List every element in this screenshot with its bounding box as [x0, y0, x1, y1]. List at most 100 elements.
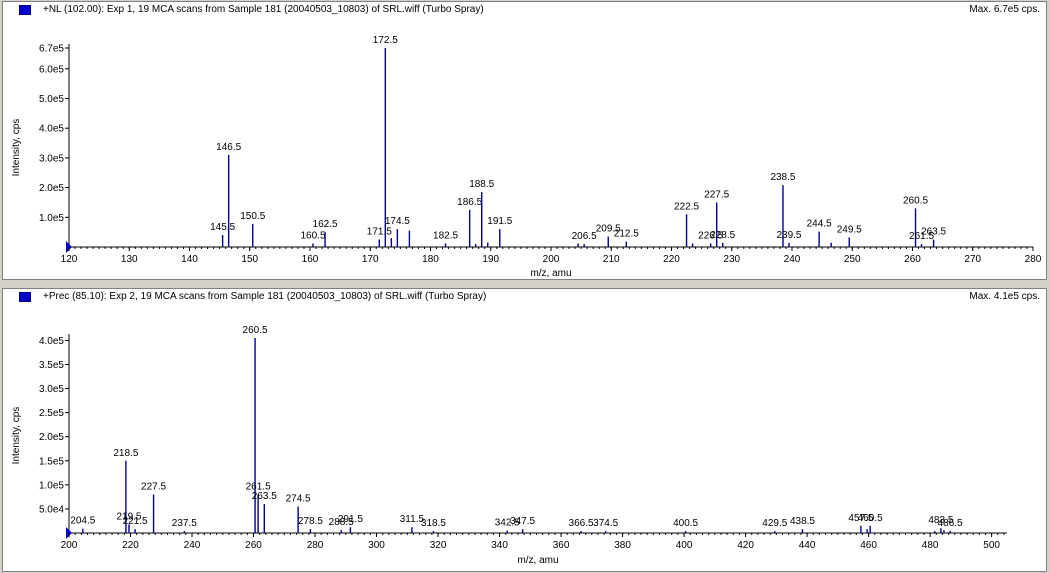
spectrum-chart-2[interactable]: 200 220 240 260 280 300 320 340 360 380 400 420 440 4… [3, 289, 1046, 571]
x-tick-label: 360 [553, 540, 570, 551]
x-tick-label: 140 [181, 254, 198, 265]
y-tick-label: 6.7e5 [39, 44, 64, 55]
peak-label: 227.5 [704, 189, 729, 200]
y-tick-label: 3.0e5 [39, 153, 64, 164]
peak-label: 162.5 [313, 219, 338, 230]
max-intensity-label: Max. 4.1e5 cps. [969, 291, 1040, 302]
spectrum-chart-1[interactable]: 120 130 140 150 160 170 180 190 200 210 220 230 240 2… [3, 2, 1046, 279]
peak-label: 483.5 [928, 515, 953, 526]
x-tick-label: 500 [983, 540, 1000, 551]
y-tick-label: 2.0e5 [39, 432, 64, 443]
x-tick-label: 480 [922, 540, 939, 551]
y-tick-label: 6.0e5 [39, 64, 64, 75]
y-axis-label: Intensity, cps [11, 119, 22, 177]
peak-label: 228.5 [710, 230, 735, 241]
y-tick-label: 5.0e4 [39, 504, 64, 515]
y-tick-label: 1.0e5 [39, 213, 64, 224]
y-axis-label: Intensity, cps [11, 407, 22, 465]
peak-label: 374.5 [593, 518, 618, 529]
peak-label: 291.5 [338, 514, 363, 525]
peak-label: 218.5 [113, 448, 138, 459]
x-tick-label: 240 [184, 540, 201, 551]
x-tick-label: 260 [904, 254, 921, 265]
peak-label: 206.5 [572, 231, 597, 242]
peak-label: 186.5 [457, 197, 482, 208]
peak-label: 237.5 [172, 518, 197, 529]
peak-label: 460.5 [858, 513, 883, 524]
peak-label: 400.5 [673, 518, 698, 529]
peak-label: 160.5 [300, 230, 325, 241]
peak-label: 429.5 [762, 518, 787, 529]
series-marker-icon[interactable] [19, 292, 31, 302]
x-tick-label: 460 [860, 540, 877, 551]
x-tick-label: 440 [799, 540, 816, 551]
y-tick-label: 3.0e5 [39, 384, 64, 395]
peak-label: 263.5 [252, 491, 277, 502]
x-tick-label: 240 [784, 254, 801, 265]
x-tick-label: 180 [422, 254, 439, 265]
x-tick-label: 400 [676, 540, 693, 551]
peak-label: 318.5 [421, 518, 446, 529]
spectrum-panel-1: +NL (102.00): Exp 1, 19 MCA scans from S… [2, 1, 1047, 280]
peak-label: 260.5 [903, 195, 928, 206]
peak-label: 171.5 [367, 227, 392, 238]
x-tick-label: 250 [844, 254, 861, 265]
peak-label: 366.5 [569, 518, 594, 529]
x-tick-label: 270 [964, 254, 981, 265]
peak-label: 486.5 [938, 518, 963, 529]
peak-label: 278.5 [298, 516, 323, 527]
y-tick-label: 3.5e5 [39, 360, 64, 371]
peak-label: 311.5 [400, 514, 425, 525]
peak-label: 457.5 [848, 513, 873, 524]
peak-label: 288.5 [329, 517, 354, 528]
series-marker-icon[interactable] [19, 5, 31, 15]
max-intensity-label: Max. 6.7e5 cps. [969, 4, 1040, 15]
y-tick-label: 1.0e5 [39, 480, 64, 491]
peak-label: 238.5 [770, 172, 795, 183]
peak-label: 209.5 [596, 224, 621, 235]
x-tick-label: 340 [491, 540, 508, 551]
y-tick-label: 2.5e5 [39, 408, 64, 419]
peak-label: 172.5 [373, 35, 398, 46]
peak-label: 347.5 [510, 516, 535, 527]
x-tick-label: 210 [603, 254, 620, 265]
panel-title: +NL (102.00): Exp 1, 19 MCA scans from S… [43, 4, 484, 15]
panel-header: +Prec (85.10): Exp 2, 19 MCA scans from … [3, 289, 1046, 305]
x-tick-label: 120 [61, 254, 78, 265]
x-tick-label: 230 [723, 254, 740, 265]
x-axis-label: m/z, amu [530, 268, 571, 279]
peak-label: 260.5 [243, 325, 268, 336]
x-tick-label: 160 [302, 254, 319, 265]
x-tick-label: 380 [614, 540, 631, 551]
x-tick-label: 200 [543, 254, 560, 265]
peak-label: 191.5 [487, 216, 512, 227]
y-tick-label: 4.0e5 [39, 336, 64, 347]
x-tick-label: 130 [121, 254, 138, 265]
peak-label: 342.5 [495, 518, 520, 529]
x-tick-label: 190 [482, 254, 499, 265]
x-tick-label: 220 [122, 540, 139, 551]
panel-title: +Prec (85.10): Exp 2, 19 MCA scans from … [43, 291, 487, 302]
peak-label: 145.5 [210, 222, 235, 233]
peak-label: 261.5 [246, 481, 271, 492]
x-tick-label: 260 [245, 540, 262, 551]
peak-label: 227.5 [141, 481, 166, 492]
x-tick-label: 220 [663, 254, 680, 265]
peak-label: 146.5 [216, 142, 241, 153]
x-axis-label: m/z, amu [517, 555, 558, 566]
y-tick-label: 1.5e5 [39, 456, 64, 467]
peak-label: 150.5 [240, 211, 265, 222]
peak-label: 438.5 [790, 516, 815, 527]
x-tick-label: 280 [1025, 254, 1042, 265]
peak-label: 244.5 [807, 219, 832, 230]
panel-header: +NL (102.00): Exp 1, 19 MCA scans from S… [3, 2, 1046, 18]
peak-label: 182.5 [433, 230, 458, 241]
x-tick-label: 200 [61, 540, 78, 551]
peak-label: 174.5 [385, 216, 410, 227]
spectrum-panel-2: +Prec (85.10): Exp 2, 19 MCA scans from … [2, 288, 1047, 572]
peak-label: 219.5 [116, 511, 141, 522]
y-tick-label: 5.0e5 [39, 94, 64, 105]
x-tick-label: 280 [307, 540, 324, 551]
peak-label: 222.5 [674, 201, 699, 212]
peak-label: 221.5 [123, 516, 148, 527]
